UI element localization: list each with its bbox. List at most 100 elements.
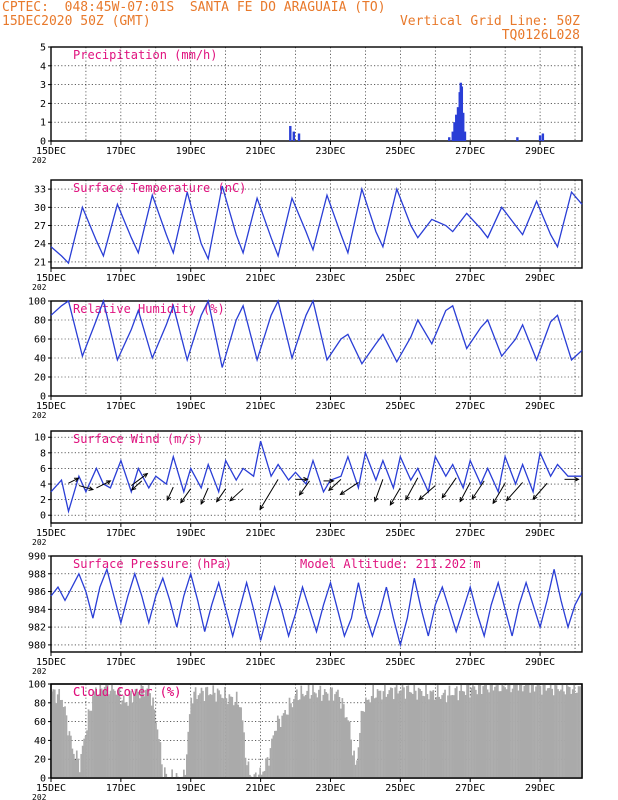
cloud-cover-bar	[165, 773, 168, 778]
x-tick-label-pressure: 25DEC	[385, 657, 415, 668]
cloud-cover-bar	[156, 729, 159, 778]
x-year-stub-pressure: 202	[32, 667, 47, 676]
cloud-cover-bar	[193, 691, 195, 778]
y-tick-label-cloud-cover: 80	[34, 698, 46, 709]
cloud-cover-bar	[323, 689, 326, 778]
y-tick-label-cloud-cover: 20	[34, 755, 46, 766]
y-tick-label-humidity: 80	[34, 316, 46, 327]
cloud-cover-bar	[111, 684, 113, 778]
cloud-cover-bar	[523, 685, 526, 778]
cloud-cover-bar	[543, 684, 546, 778]
cloud-cover-bar	[227, 704, 229, 778]
cloud-cover-bar	[376, 689, 379, 778]
wind-vector-arrow	[131, 473, 148, 486]
cloud-cover-bar	[206, 686, 209, 778]
y-tick-label-temperature: 33	[34, 185, 46, 196]
cloud-cover-bar	[367, 699, 370, 778]
x-tick-label-precipitation: 25DEC	[385, 146, 415, 157]
cloud-cover-bar	[409, 691, 411, 778]
cloud-cover-bar	[482, 686, 485, 778]
cloud-cover-bar	[422, 695, 424, 778]
cloud-cover-bar	[420, 690, 423, 778]
panel-title-humidity: Relative Humidity (%)	[73, 302, 225, 316]
cloud-cover-bar	[90, 710, 93, 778]
cloud-cover-bar	[216, 688, 219, 778]
cloud-cover-bar	[536, 684, 539, 778]
cloud-cover-bar	[350, 739, 352, 778]
x-tick-label-humidity: 25DEC	[385, 401, 415, 412]
y-tick-label-cloud-cover: 60	[34, 717, 46, 728]
x-tick-label-humidity: 17DEC	[106, 401, 136, 412]
cloud-cover-bar	[384, 684, 386, 778]
cloud-cover-bar	[246, 765, 248, 778]
cloud-cover-bar	[158, 739, 160, 778]
cloud-cover-bar	[411, 693, 414, 778]
series-line-temperature	[50, 185, 583, 265]
cloud-cover-bar	[436, 685, 439, 778]
cloud-cover-bar	[301, 693, 304, 778]
cloud-cover-bar	[269, 748, 272, 778]
cloud-cover-bar	[97, 694, 100, 778]
cloud-cover-bar	[513, 684, 515, 778]
cloud-cover-bar	[276, 715, 279, 778]
cloud-cover-bar	[205, 687, 207, 778]
cloud-cover-bar	[385, 696, 388, 778]
cloud-cover-bar	[425, 684, 427, 778]
x-tick-label-humidity: 23DEC	[315, 401, 345, 412]
wind-vector-arrow	[492, 482, 506, 504]
cloud-cover-bar	[410, 692, 413, 778]
cloud-cover-bar	[102, 690, 105, 778]
x-tick-label-precipitation: 15DEC	[36, 146, 66, 157]
y-tick-label-wind: 8	[40, 448, 46, 459]
cloud-cover-bar	[62, 707, 65, 778]
x-tick-label-pressure: 21DEC	[246, 657, 276, 668]
cloud-cover-bar	[55, 703, 58, 778]
x-tick-label-wind: 21DEC	[246, 528, 276, 539]
cloud-cover-bar	[574, 692, 577, 778]
cloud-cover-bar	[445, 702, 448, 778]
header-coords: 048:45W-07:01S	[64, 0, 175, 15]
cloud-cover-bar	[322, 694, 325, 778]
cloud-cover-bar	[519, 684, 521, 778]
cloud-cover-bar	[491, 684, 493, 778]
wind-vector-arrow	[96, 480, 111, 489]
cloud-cover-bar	[163, 767, 166, 778]
cloud-cover-bar	[508, 684, 511, 778]
cloud-cover-bar	[551, 688, 553, 778]
cloud-cover-bar	[483, 685, 486, 778]
cloud-cover-bar	[225, 698, 228, 778]
wind-vector-arrow	[180, 488, 192, 503]
precip-bar	[289, 125, 292, 141]
cloud-cover-bar	[140, 684, 143, 778]
series-line-wind	[50, 440, 582, 514]
cloud-cover-bar	[75, 750, 78, 778]
y-tick-label-wind: 10	[34, 433, 46, 444]
cloud-cover-bar	[285, 714, 288, 778]
cloud-cover-bar	[511, 688, 514, 778]
cloud-cover-bar	[341, 698, 344, 778]
x-tick-label-precipitation: 17DEC	[106, 146, 136, 157]
cloud-cover-bar	[403, 687, 405, 778]
cloud-cover-bar	[316, 697, 319, 778]
cloud-cover-bar	[266, 757, 269, 778]
cloud-cover-bar	[307, 684, 310, 778]
cloud-cover-bar	[406, 685, 408, 778]
header-date: 15DEC2020 50Z (GMT)	[2, 14, 151, 29]
cloud-cover-bar	[278, 718, 281, 778]
wind-vector-arrowhead	[166, 495, 172, 502]
cloud-cover-bar	[309, 698, 311, 778]
y-tick-label-wind: 2	[40, 495, 46, 506]
cloud-cover-bar	[298, 699, 301, 778]
cloud-cover-bar	[328, 700, 330, 778]
cloud-cover-bar	[458, 690, 461, 778]
cloud-cover-bar	[524, 684, 527, 778]
x-tick-label-temperature: 21DEC	[246, 273, 276, 284]
cloud-cover-bar	[320, 700, 323, 778]
y-tick-label-precipitation: 0	[40, 137, 46, 148]
y-tick-label-humidity: 100	[28, 297, 46, 308]
cloud-cover-bar	[492, 690, 495, 778]
cloud-cover-bar	[275, 730, 278, 778]
cloud-cover-bar	[118, 688, 121, 778]
cloud-cover-bar	[296, 689, 298, 778]
cloud-cover-bar	[244, 757, 247, 778]
